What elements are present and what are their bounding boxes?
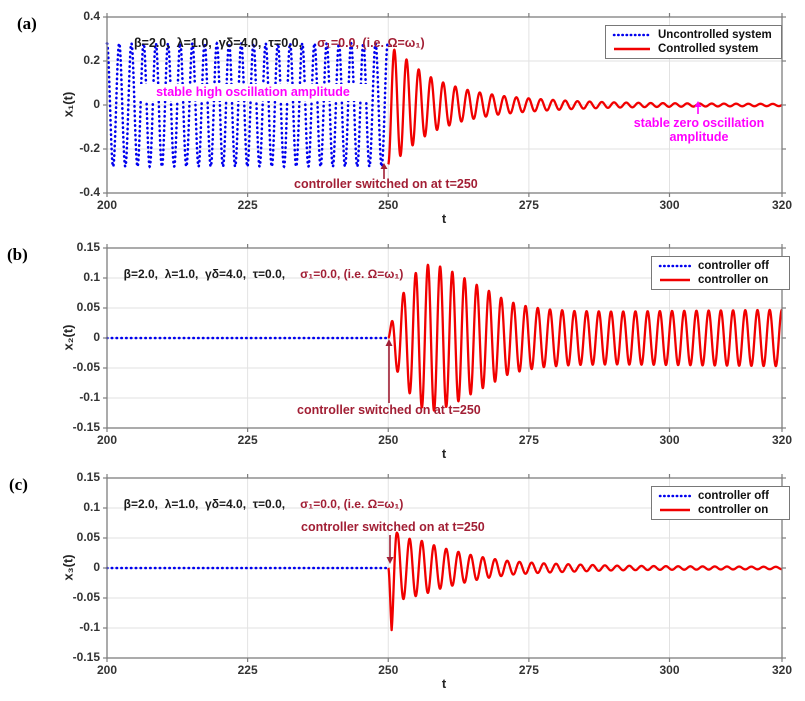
annotation-line-2: amplitude [669, 130, 729, 144]
y-tick-label: -0.4 [79, 185, 100, 199]
panel-label-b: (b) [7, 245, 28, 264]
legend-label: Uncontrolled system [658, 29, 772, 41]
x-tick-label: 300 [659, 198, 680, 212]
y-tick-label: -0.15 [72, 420, 100, 434]
x-tick-label: 200 [96, 433, 118, 447]
x-tick-label: 225 [237, 433, 258, 447]
y-axis-tick-labels-c: 0.15 0.1 0.05 0 -0.05 -0.1 -0.15 [54, 470, 100, 664]
y-tick-label: 0 [93, 330, 100, 344]
title-sigma-a: σ₁=0.0, (i.e. Ω=ω₁) [317, 36, 425, 50]
up-arrow-icon [694, 101, 702, 114]
annotation-switch-on-b: controller switched on at t=250 [297, 403, 481, 417]
annotation-stable-high-amplitude: stable high oscillation amplitude [136, 84, 370, 101]
legend-label: controller on [698, 504, 769, 516]
y-tick-label: -0.15 [72, 650, 100, 664]
y-tick-label: 0.15 [76, 240, 100, 254]
plot-area-b [103, 244, 786, 432]
x-tick-label: 225 [237, 198, 258, 212]
x-axis-label-a: t [441, 211, 447, 226]
panel-title-c: β=2.0, λ=1.0, γδ=4.0, τ=0.0, σ₁=0.0, (i.e… [117, 483, 404, 511]
legend-label: Controlled system [658, 43, 759, 55]
dotted-line-swatch-icon [612, 33, 652, 37]
up-arrow-icon [385, 339, 393, 403]
title-params-c: β=2.0, λ=1.0, γδ=4.0, τ=0.0, [123, 497, 286, 511]
solid-line-swatch-icon [614, 47, 650, 51]
title-sigma-b: σ₁=0.0, (i.e. Ω=ω₁) [300, 267, 404, 281]
dotted-line-swatch-icon [658, 264, 692, 268]
y-tick-label: 0 [93, 560, 100, 574]
x-tick-label: 250 [378, 198, 399, 212]
x-axis-label-b: t [441, 446, 447, 461]
x-tick-label: 275 [518, 433, 539, 447]
x-axis-tick-labels-a: 200 225 250 275 300 320 [97, 198, 792, 214]
legend-item-controller-off: controller off [658, 260, 783, 272]
x-tick-label: 300 [659, 663, 680, 677]
legend-a: Uncontrolled system Controlled system [605, 25, 782, 59]
legend-label: controller off [698, 260, 769, 272]
panel-label-c: (c) [9, 475, 28, 494]
up-arrow-icon [380, 163, 388, 179]
panel-title-a: β=2.0, λ=1.0, γδ=4.0, τ=0.0, σ₁=0.0, (i.e… [127, 22, 425, 50]
x-tick-label: 250 [378, 663, 399, 677]
y-tick-label: 0.4 [83, 9, 100, 23]
dotted-line-swatch-icon [658, 494, 692, 498]
x-axis-tick-labels-c: 200 225 250 275 300 320 [97, 663, 792, 679]
x-tick-label: 300 [659, 433, 680, 447]
y-axis-tick-labels-a: 0.4 0.2 0 -0.2 -0.4 [54, 9, 100, 199]
annotation-switch-on-c: controller switched on at t=250 [301, 520, 485, 534]
y-tick-label: -0.2 [79, 141, 100, 155]
legend-label: controller off [698, 490, 769, 502]
legend-b: controller off controller on [651, 256, 790, 290]
legend-c: controller off controller on [651, 486, 790, 520]
down-arrow-icon [386, 535, 394, 564]
legend-item-controlled: Controlled system [612, 43, 775, 55]
title-params-b: β=2.0, λ=1.0, γδ=4.0, τ=0.0, [123, 267, 286, 281]
legend-item-controller-on: controller on [658, 274, 783, 286]
y-tick-label: -0.1 [79, 620, 100, 634]
y-tick-label: -0.05 [72, 590, 100, 604]
y-tick-label: 0.15 [76, 470, 100, 484]
x-tick-label: 200 [96, 663, 118, 677]
x-axis-label-c: t [441, 676, 447, 691]
x-tick-label: 225 [237, 663, 258, 677]
x-axis-tick-labels-b: 200 225 250 275 300 320 [97, 433, 792, 449]
solid-line-swatch-icon [660, 278, 690, 282]
x-tick-label: 200 [96, 198, 118, 212]
legend-label: controller on [698, 274, 769, 286]
x-tick-label: 320 [771, 663, 793, 677]
annotation-switch-on-a: controller switched on at t=250 [294, 177, 478, 191]
y-tick-label: -0.05 [72, 360, 100, 374]
solid-line-swatch-icon [660, 508, 690, 512]
y-tick-label: -0.1 [79, 390, 100, 404]
x-tick-label: 275 [518, 198, 539, 212]
panel-title-b: β=2.0, λ=1.0, γδ=4.0, τ=0.0, σ₁=0.0, (i.e… [117, 253, 404, 281]
panel-label-a: (a) [17, 14, 37, 33]
x-tick-label: 320 [771, 433, 793, 447]
legend-item-uncontrolled: Uncontrolled system [612, 29, 775, 41]
legend-item-controller-off: controller off [658, 490, 783, 502]
y-tick-label: 0.1 [83, 270, 100, 284]
x-tick-label: 250 [378, 433, 399, 447]
title-sigma-c: σ₁=0.0, (i.e. Ω=ω₁) [300, 497, 404, 511]
annotation-stable-zero-amplitude: stable zero oscillation amplitude [626, 116, 772, 144]
legend-item-controller-on: controller on [658, 504, 783, 516]
x-tick-label: 320 [771, 198, 793, 212]
y-tick-label: 0.1 [83, 500, 100, 514]
plot-area-a [103, 13, 786, 197]
y-tick-label: 0.05 [76, 530, 100, 544]
x-tick-label: 275 [518, 663, 539, 677]
y-tick-label: 0 [93, 97, 100, 111]
y-axis-tick-labels-b: 0.15 0.1 0.05 0 -0.05 -0.1 -0.15 [54, 240, 100, 434]
y-tick-label: 0.05 [76, 300, 100, 314]
y-tick-label: 0.2 [83, 53, 100, 67]
title-params-a: β=2.0, λ=1.0, γδ=4.0, τ=0.0, [133, 36, 303, 50]
annotation-line-1: stable zero oscillation [633, 116, 765, 130]
